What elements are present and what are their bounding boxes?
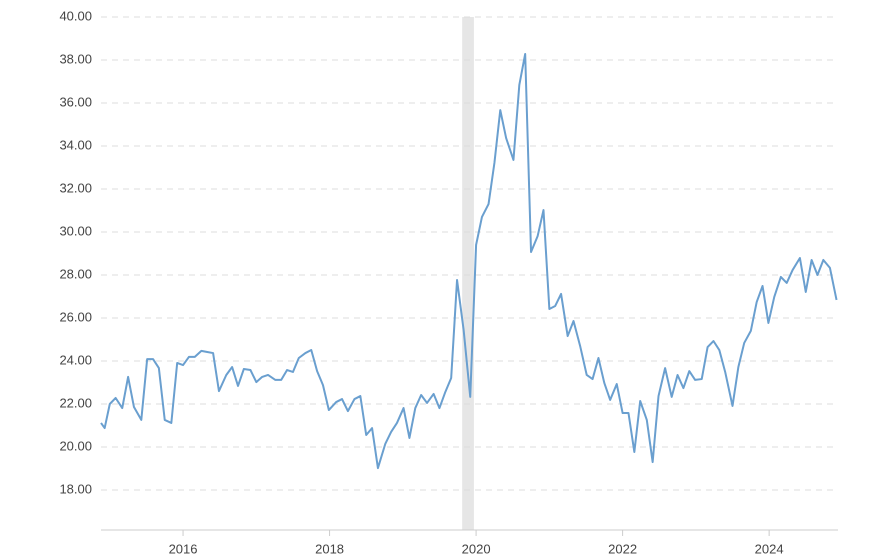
x-tick-label: 2016 <box>169 541 198 556</box>
y-tick-label: 30.00 <box>59 223 92 238</box>
y-tick-label: 28.00 <box>59 266 92 281</box>
y-tick-label: 20.00 <box>59 438 92 453</box>
y-tick-label: 32.00 <box>59 180 92 195</box>
x-tick-label: 2020 <box>462 541 491 556</box>
y-tick-label: 26.00 <box>59 309 92 324</box>
x-tick-label: 2022 <box>608 541 637 556</box>
line-series <box>100 52 838 470</box>
y-tick-label: 38.00 <box>59 51 92 66</box>
shaded-band <box>462 17 474 530</box>
y-tick-label: 34.00 <box>59 137 92 152</box>
x-tick-label: 2018 <box>315 541 344 556</box>
x-tick-label: 2024 <box>755 541 784 556</box>
y-tick-label: 24.00 <box>59 352 92 367</box>
y-tick-label: 18.00 <box>59 481 92 496</box>
y-tick-label: 22.00 <box>59 395 92 410</box>
y-tick-label: 36.00 <box>59 94 92 109</box>
y-tick-label: 40.00 <box>59 8 92 23</box>
